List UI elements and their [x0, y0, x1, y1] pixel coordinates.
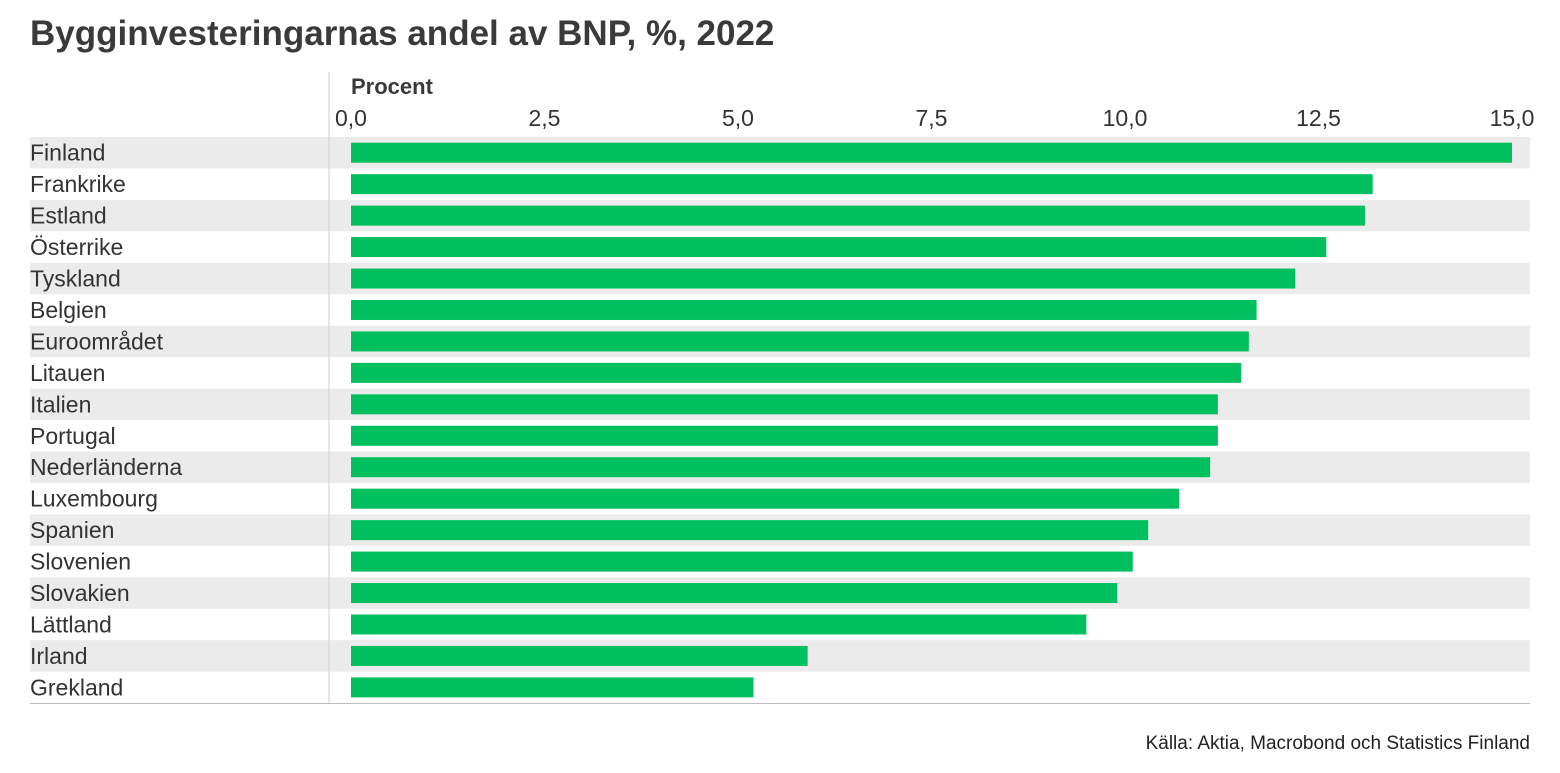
x-tick-label: 7,5	[916, 105, 948, 131]
bar-euroområdet	[351, 331, 1249, 352]
chart-title: Bygginvesteringarnas andel av BNP, %, 20…	[30, 14, 775, 53]
bar-portugal	[351, 425, 1218, 446]
category-label: Irland	[30, 643, 88, 669]
category-label: Nederländerna	[30, 454, 182, 480]
bars	[351, 142, 1512, 698]
x-tick-label: 15,0	[1490, 105, 1535, 131]
x-tick-label: 5,0	[722, 105, 754, 131]
category-label: Belgien	[30, 297, 107, 323]
bar-slovakien	[351, 583, 1118, 604]
bar-finland	[351, 142, 1512, 163]
category-label: Lättland	[30, 611, 112, 637]
category-labels: Finland Frankrike Estland Österrike Tyskland…	[30, 140, 182, 701]
category-label: Litauen	[30, 360, 105, 386]
category-label: Frankrike	[30, 171, 126, 197]
bar-lättland	[351, 614, 1087, 635]
x-tick-label: 12,5	[1296, 105, 1341, 131]
category-label: Slovakien	[30, 580, 130, 606]
category-label: Österrike	[30, 234, 123, 260]
category-label: Grekland	[30, 674, 123, 700]
bar-österrike	[351, 237, 1327, 258]
bar-spanien	[351, 520, 1149, 541]
tick-labels: 0,0 2,5 5,0 7,5 10,0 12,5 15,0	[335, 105, 1534, 131]
x-tick-label: 0,0	[335, 105, 367, 131]
bar-estland	[351, 205, 1365, 226]
bar-irland	[351, 645, 808, 666]
bar-tyskland	[351, 268, 1296, 289]
category-label: Estland	[30, 203, 107, 229]
category-label: Tyskland	[30, 266, 121, 292]
bar-frankrike	[351, 174, 1373, 195]
category-label: Slovenien	[30, 549, 131, 575]
bar-nederländerna	[351, 457, 1211, 478]
bar-belgien	[351, 299, 1257, 320]
category-label: Spanien	[30, 517, 114, 543]
x-axis-unit-label: Procent	[351, 74, 433, 99]
category-label: Finland	[30, 140, 105, 166]
category-label: Italien	[30, 391, 91, 417]
category-label: Euroområdet	[30, 328, 164, 354]
x-tick-label: 10,0	[1103, 105, 1148, 131]
bar-litauen	[351, 362, 1242, 383]
bar-luxembourg	[351, 488, 1180, 509]
category-label: Portugal	[30, 423, 116, 449]
source-note: Källa: Aktia, Macrobond och Statistics F…	[1145, 733, 1530, 754]
bar-grekland	[351, 677, 754, 698]
category-label: Luxembourg	[30, 486, 158, 512]
bar-italien	[351, 394, 1218, 415]
axes	[30, 72, 1530, 704]
bar-slovenien	[351, 551, 1133, 572]
x-tick-label: 2,5	[529, 105, 561, 131]
